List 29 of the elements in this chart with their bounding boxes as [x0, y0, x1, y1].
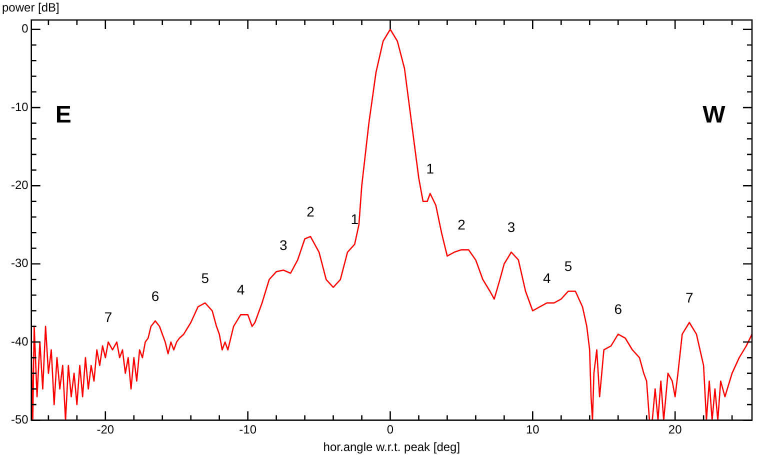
annotation: 7: [104, 308, 112, 325]
annotation: 4: [543, 270, 552, 286]
annotation: 2: [458, 216, 466, 233]
x-tick-label: 20: [668, 422, 682, 437]
annotation: 1: [426, 160, 434, 176]
annotation: 3: [280, 236, 288, 253]
annotation: 2: [306, 203, 315, 220]
annotation: 5: [564, 258, 572, 274]
y-tick-label: -30: [11, 256, 29, 270]
annotation: W: [702, 102, 726, 129]
y-tick-label: 0: [22, 22, 29, 36]
annotation: 4: [236, 282, 245, 298]
annotation: E: [55, 102, 72, 129]
x-tick-label: -20: [96, 422, 114, 437]
annotation: 5: [201, 270, 210, 286]
y-tick-label: -10: [11, 100, 29, 114]
annotation: 1: [350, 211, 359, 228]
annotation: 3: [507, 219, 516, 236]
x-tick-label: -10: [239, 422, 257, 437]
y-axis-title: power [dB]: [2, 0, 60, 14]
annotation: 7: [685, 289, 694, 306]
y-tick-label: -20: [11, 178, 29, 192]
annotation: 6: [151, 288, 160, 304]
x-tick-label: 10: [526, 422, 540, 437]
y-tick-label: -40: [11, 334, 29, 348]
x-tick-label: 0: [386, 422, 394, 437]
x-axis-title: hor.angle w.r.t. peak [deg]: [323, 440, 460, 454]
annotation: 6: [614, 301, 622, 318]
y-tick-label: -50: [11, 412, 29, 427]
